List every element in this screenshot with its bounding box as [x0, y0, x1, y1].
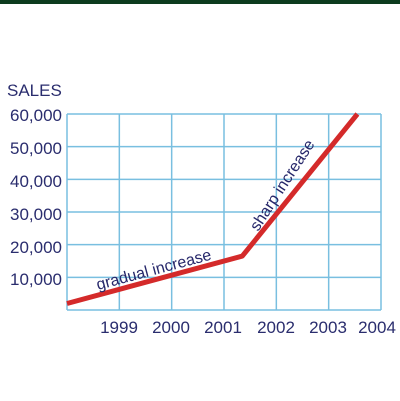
annotation-sharp-increase: sharp increase: [247, 137, 318, 234]
x-tick-label: 2004: [358, 318, 396, 337]
x-tick-label: 2001: [204, 318, 242, 337]
series-line-layer: [66, 112, 360, 306]
x-tick-label: 2003: [309, 318, 347, 337]
x-tick-label: 2000: [152, 318, 190, 337]
y-tick-label: 50,000: [10, 139, 62, 158]
x-tick-label: 2002: [257, 318, 295, 337]
top-rule: [0, 0, 400, 4]
y-axis-label: SALES: [7, 81, 62, 100]
y-tick-label: 40,000: [10, 172, 62, 191]
x-tick-label: 1999: [100, 318, 138, 337]
y-tick-label: 20,000: [10, 238, 62, 257]
y-tick-label: 10,000: [10, 270, 62, 289]
y-tick-label: 60,000: [10, 106, 62, 125]
sales-series-line: [66, 112, 360, 306]
y-tick-label: 30,000: [10, 205, 62, 224]
